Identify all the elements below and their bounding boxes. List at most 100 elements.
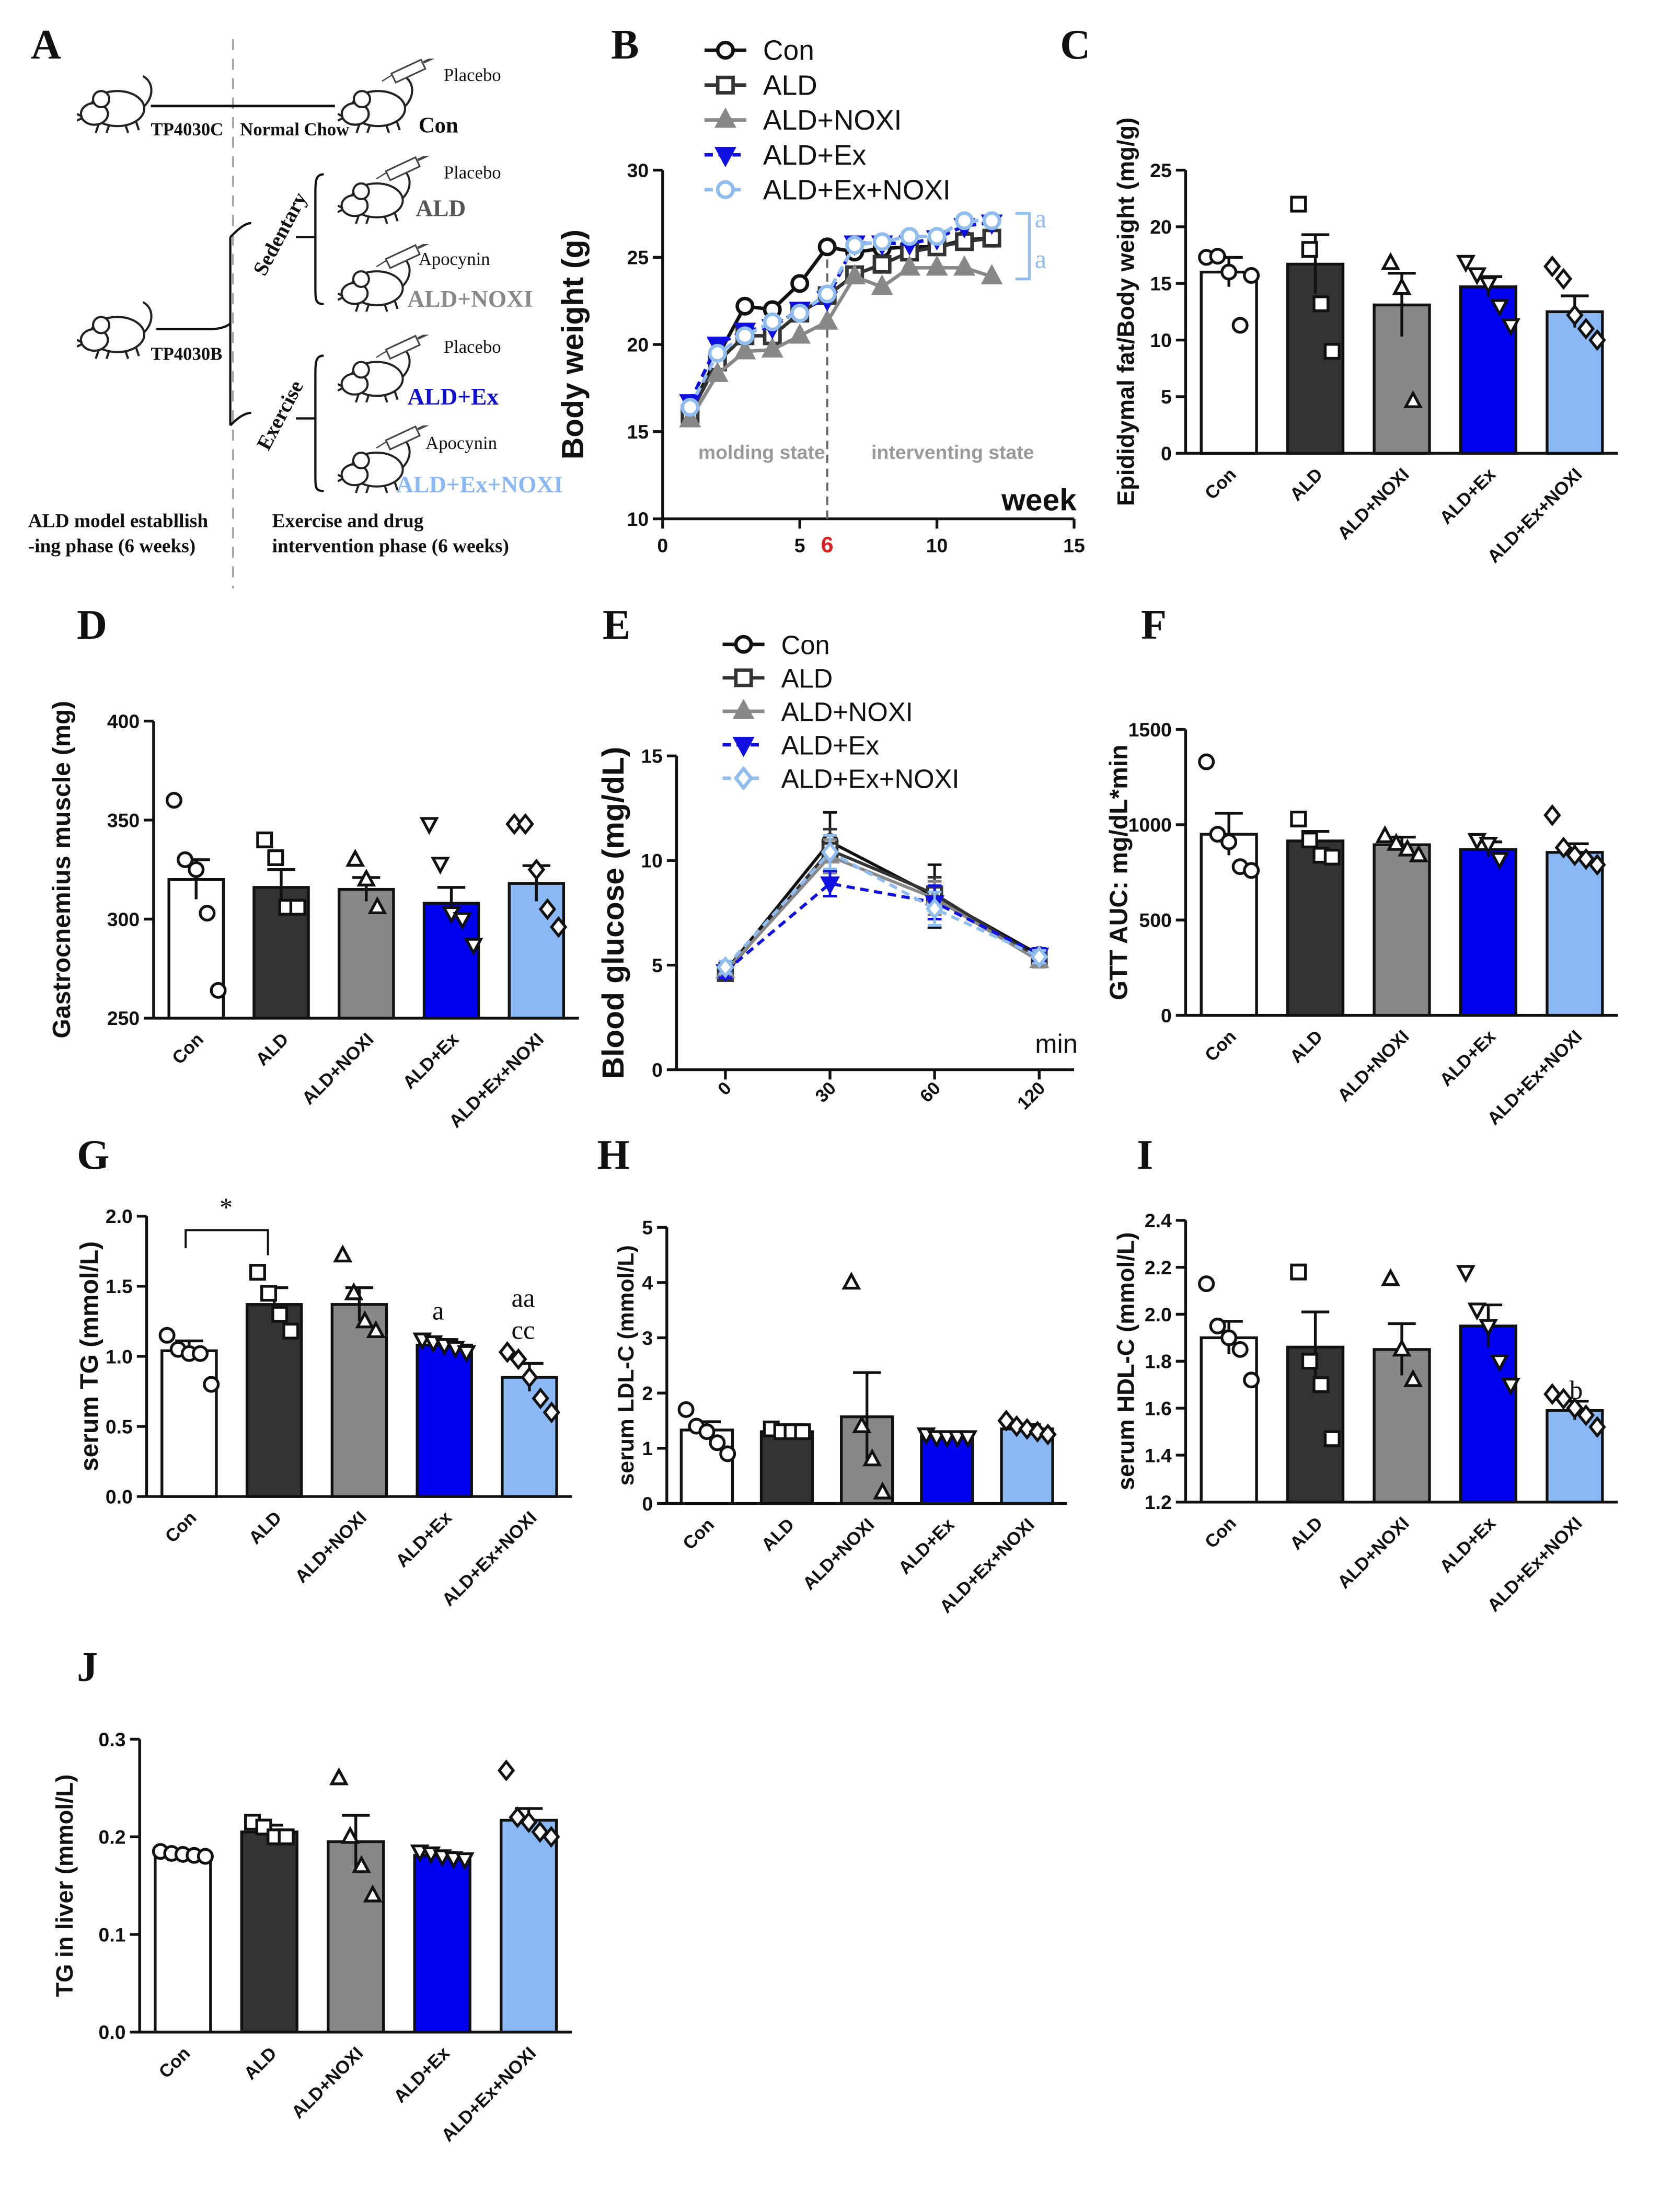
data-point: [532, 1387, 549, 1410]
data-point: [329, 1767, 349, 1785]
phase-label: ALD model establlish: [28, 511, 209, 532]
data-point: [1198, 1275, 1215, 1293]
bar: [416, 1343, 473, 1498]
group-label: ALD: [416, 195, 466, 222]
panel-label: D: [77, 602, 107, 648]
legend-marker: [732, 736, 755, 757]
series-line: [724, 854, 1040, 973]
data-point: [1403, 390, 1423, 408]
y-tick-label: 3: [642, 1327, 653, 1349]
panel-label: G: [77, 1132, 109, 1178]
data-point: [862, 1448, 882, 1467]
data-point: [1398, 838, 1417, 857]
bar: [327, 1840, 385, 2034]
data-point: [267, 849, 284, 866]
data-point: [356, 868, 376, 887]
data-point: [1566, 1397, 1584, 1420]
data-point: [1323, 848, 1341, 866]
data-point: [1478, 1319, 1498, 1337]
legend-marker: [716, 75, 735, 95]
bar: [1459, 848, 1518, 1017]
panel-label: A: [31, 22, 61, 68]
data-point: [706, 361, 729, 382]
bar: [1200, 833, 1258, 1017]
data-point: [1209, 1317, 1226, 1334]
y-tick-label: 1500: [1128, 719, 1172, 741]
data-point: [1456, 255, 1475, 273]
data-point: [510, 1348, 527, 1370]
data-point: [1478, 276, 1498, 295]
panel-label: C: [1060, 22, 1090, 68]
y-tick-label: 0: [1161, 1005, 1172, 1027]
annotation: molding state: [698, 441, 825, 463]
data-point: [197, 1848, 214, 1865]
data-point: [1392, 1338, 1412, 1357]
y-tick-label: 1.2: [1145, 1491, 1172, 1513]
legend-label: ALD+NOXI: [763, 105, 902, 136]
y-tick-label: 20: [627, 333, 649, 355]
legend-marker: [732, 698, 755, 719]
data-point: [816, 309, 838, 330]
y-tick-label: 2.2: [1145, 1257, 1172, 1278]
y-tick-label: 1.8: [1145, 1351, 1172, 1373]
data-point: [363, 1884, 383, 1903]
data-point: [1501, 1377, 1520, 1396]
panel-label: H: [597, 1132, 629, 1178]
panel-label: I: [1137, 1132, 1153, 1178]
data-point: [898, 255, 921, 276]
legend-marker: [733, 766, 754, 791]
y-tick-label: 1.5: [106, 1275, 133, 1297]
data-point: [1243, 1372, 1260, 1389]
y-tick-label: 1: [642, 1437, 653, 1459]
data-point: [698, 1423, 716, 1441]
data-point: [419, 817, 439, 835]
diet-label: TP4030B: [151, 343, 223, 364]
data-point: [1554, 836, 1573, 859]
y-tick-label: 400: [107, 710, 140, 732]
legend-marker: [734, 668, 753, 687]
data-point: [1381, 252, 1400, 270]
y-tick-label: 10: [627, 508, 649, 530]
data-point: [457, 1345, 476, 1363]
data-point: [340, 1826, 360, 1844]
y-tick-label: 250: [107, 1007, 140, 1029]
y-tick-label: 500: [1139, 909, 1171, 931]
data-point: [1392, 276, 1412, 295]
annotation: interventing state: [871, 441, 1034, 463]
y-tick-label: 2.4: [1145, 1209, 1172, 1231]
y-tick-label: 300: [107, 908, 140, 930]
y-tick-label: 0: [642, 1493, 653, 1515]
data-point: [1231, 317, 1249, 334]
y-axis-label: Epididymal fat/Body weight (mg/g): [1113, 118, 1139, 506]
bar: [501, 1376, 558, 1498]
data-point: [1478, 837, 1498, 855]
bar: [1546, 851, 1604, 1017]
branch-brace: [296, 173, 324, 492]
data-point: [289, 898, 306, 916]
data-point: [677, 1401, 695, 1418]
series-line: [724, 850, 1040, 969]
legend-label: ALD: [763, 70, 817, 101]
panel-label: E: [603, 602, 630, 648]
data-point: [719, 1445, 736, 1462]
x-tick-label: 10: [926, 535, 948, 557]
y-tick-label: 0.5: [106, 1415, 133, 1437]
bracket: [1015, 212, 1031, 281]
data-point: [1301, 1353, 1318, 1370]
data-point: [1209, 248, 1226, 265]
y-tick-label: 0.0: [106, 1485, 133, 1507]
data-point: [1323, 1430, 1341, 1447]
bar: [160, 1349, 218, 1498]
data-point: [821, 840, 839, 863]
data-point: [344, 1282, 364, 1300]
legend-marker: [716, 41, 735, 60]
data-point: [841, 1271, 861, 1290]
y-axis-label: serum HDL-C (mmol/L): [1113, 1232, 1139, 1490]
data-point: [927, 227, 947, 246]
data-point: [192, 1345, 209, 1362]
bar: [1459, 285, 1518, 455]
data-point: [1375, 825, 1395, 844]
y-tick-label: 1000: [1128, 814, 1172, 836]
data-point: [256, 831, 273, 848]
group-label: ALD+Ex: [407, 384, 499, 410]
